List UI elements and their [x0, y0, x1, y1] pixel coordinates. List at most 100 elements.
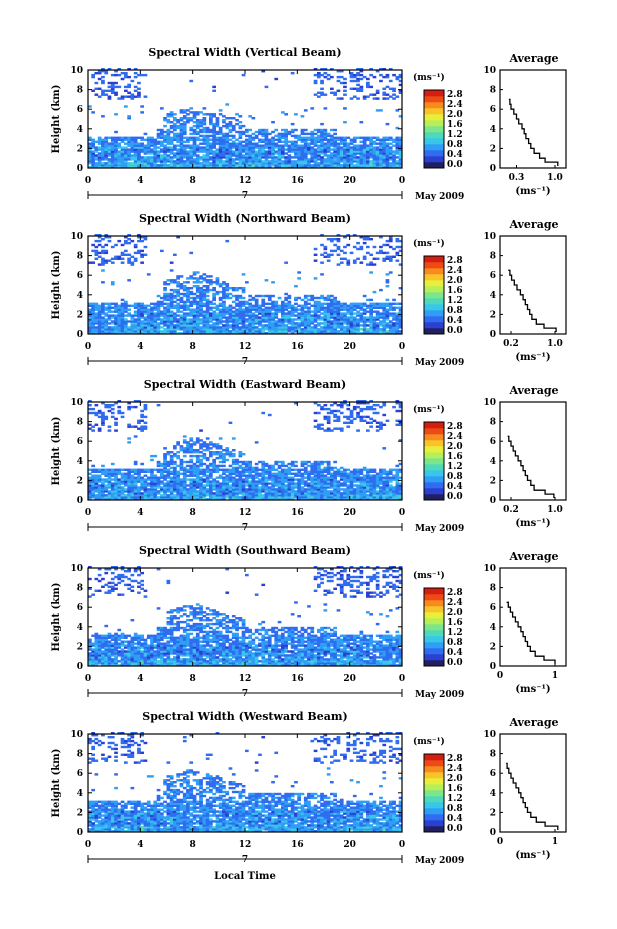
- heatmap-cell: [205, 312, 210, 315]
- heatmap-cell: [313, 138, 318, 141]
- heatmap-cell: [153, 138, 158, 141]
- heatmap-cell: [179, 326, 184, 329]
- heatmap-cell: [91, 464, 95, 468]
- heatmap-cell: [366, 154, 370, 157]
- heatmap-cell: [245, 281, 249, 284]
- heatmap-cell: [218, 164, 223, 167]
- heatmap-cell: [326, 298, 331, 302]
- heatmap-cell: [317, 158, 321, 161]
- heatmap-cell: [245, 140, 249, 143]
- heatmap-cell: [284, 134, 288, 138]
- heatmap-cell: [323, 316, 328, 319]
- heatmap-cell: [140, 478, 144, 481]
- heatmap-cell: [346, 243, 351, 247]
- heatmap-cell: [235, 113, 239, 116]
- heatmap-cell: [124, 300, 128, 304]
- heatmap-cell: [137, 400, 141, 403]
- heatmap-cell: [336, 330, 341, 333]
- heatmap-cell: [101, 281, 105, 284]
- heatmap-cell: [395, 75, 400, 79]
- heatmap-cell: [254, 134, 259, 138]
- heatmap-cell: [349, 73, 354, 77]
- heatmap-cell: [248, 494, 252, 497]
- heatmap-cell: [137, 162, 141, 165]
- heatmap-cell: [156, 478, 161, 481]
- heatmap-cell: [101, 498, 105, 501]
- heatmap-cell: [346, 318, 351, 321]
- heatmap-cell: [300, 332, 305, 335]
- heatmap-cell: [173, 113, 177, 116]
- heatmap-cell: [356, 241, 360, 245]
- heatmap-cell: [146, 146, 151, 149]
- heatmap-cell: [169, 294, 174, 298]
- heatmap-cell: [124, 318, 128, 321]
- heatmap-cell: [245, 306, 249, 309]
- heatmap-cell: [251, 484, 256, 487]
- heatmap-cell: [212, 458, 216, 462]
- heatmap-cell: [156, 294, 161, 298]
- heatmap-cell: [245, 320, 249, 323]
- heatmap-cell: [277, 136, 282, 139]
- heatmap-cell: [110, 472, 115, 475]
- heatmap-cell: [251, 314, 256, 317]
- heatmap-cell: [166, 328, 171, 331]
- heatmap-cell: [297, 328, 301, 331]
- heatmap-cell: [258, 496, 262, 499]
- heatmap-cell: [375, 150, 380, 153]
- heatmap-cell: [212, 466, 216, 470]
- heatmap-cell: [231, 288, 236, 292]
- heatmap-cell: [215, 138, 220, 141]
- heatmap-cell: [189, 470, 194, 473]
- heatmap-cell: [120, 158, 125, 161]
- heatmap-cell: [179, 146, 184, 149]
- heatmap-cell: [222, 496, 226, 499]
- heatmap-cell: [264, 470, 269, 473]
- heatmap-cell: [176, 156, 180, 159]
- heatmap-cell: [215, 162, 220, 165]
- heatmap-cell: [163, 124, 167, 128]
- heatmap-cell: [287, 306, 292, 309]
- heatmap-cell: [235, 304, 239, 307]
- heatmap-cell: [192, 454, 197, 458]
- heatmap-cell: [88, 468, 92, 471]
- heatmap-cell: [284, 312, 288, 315]
- heatmap-cell: [140, 308, 144, 311]
- heatmap-cell: [303, 109, 308, 112]
- heatmap-cell: [271, 326, 275, 329]
- heatmap-cell: [362, 310, 367, 313]
- heatmap-cell: [114, 496, 118, 499]
- heatmap-cell: [202, 312, 207, 315]
- heatmap-cell: [156, 136, 161, 139]
- heatmap-cell: [238, 302, 243, 305]
- heatmap-cell: [143, 482, 148, 485]
- heatmap-cell: [388, 324, 393, 327]
- heatmap-cell: [215, 292, 220, 296]
- heatmap-cell: [101, 480, 105, 483]
- heatmap-cell: [277, 324, 282, 327]
- heatmap-cell: [133, 162, 138, 165]
- heatmap-cell: [192, 462, 197, 466]
- heatmap-cell: [117, 488, 122, 491]
- heatmap-cell: [359, 87, 364, 90]
- heatmap-cell: [176, 152, 180, 155]
- heatmap-cell: [238, 146, 243, 149]
- heatmap-cell: [124, 150, 128, 153]
- heatmap-cell: [202, 160, 207, 163]
- heatmap-cell: [379, 68, 383, 71]
- heatmap-cell: [153, 318, 158, 321]
- colorbar-swatch: [424, 132, 444, 139]
- heatmap-cell: [258, 152, 262, 155]
- heatmap-cell: [91, 480, 95, 483]
- heatmap-cell: [127, 470, 131, 473]
- heatmap-cell: [241, 158, 246, 161]
- heatmap-cell: [163, 294, 167, 298]
- heatmap-cell: [294, 162, 298, 165]
- heatmap-cell: [195, 304, 200, 307]
- heatmap-cell: [248, 326, 252, 329]
- heatmap-cell: [231, 458, 236, 462]
- heatmap-cell: [97, 314, 102, 317]
- heatmap-cell: [160, 249, 164, 253]
- heatmap-cell: [150, 494, 154, 497]
- heatmap-cell: [251, 316, 256, 319]
- heatmap-cell: [392, 140, 396, 143]
